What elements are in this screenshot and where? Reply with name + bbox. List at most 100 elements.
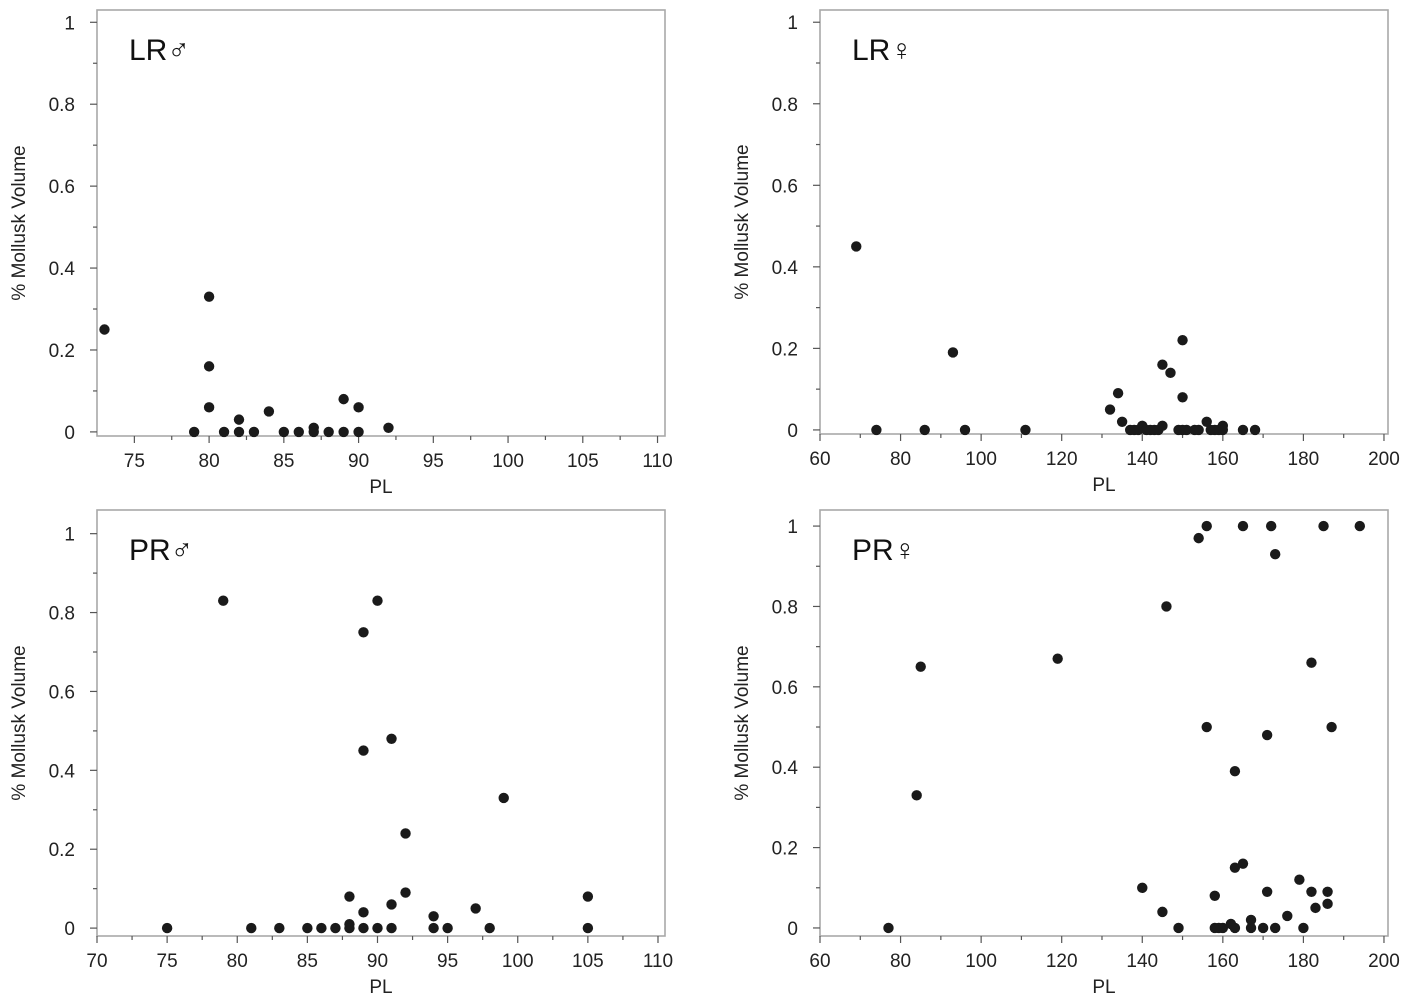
y-tick-label: 0.2	[772, 839, 798, 860]
data-point	[1322, 886, 1333, 897]
x-tick-label: 140	[1126, 951, 1158, 972]
data-point	[1265, 520, 1277, 532]
data-point	[1052, 653, 1063, 664]
data-point	[1112, 388, 1124, 399]
data-point	[400, 828, 411, 839]
data-point	[1116, 416, 1128, 427]
y-tick-label: 0.8	[772, 95, 798, 116]
data-point	[919, 424, 930, 436]
data-point	[1261, 886, 1273, 897]
x-tick-label: 80	[227, 951, 248, 972]
x-tick-label: 85	[273, 451, 294, 472]
data-point	[1237, 858, 1249, 869]
panel-pr-female: 60 80 100 120 140 160 180 200 0 0.2 0.4 0.6 0.8 1 PL % …	[732, 509, 1400, 998]
data-point	[915, 661, 926, 672]
data-point	[1137, 882, 1148, 893]
x-tick-label: 160	[1207, 449, 1239, 470]
x-tick-label: 95	[437, 951, 458, 972]
data-point	[871, 424, 882, 436]
x-tick-label: 110	[643, 951, 673, 972]
data-point	[1322, 898, 1333, 910]
x-tick-label: 100	[965, 951, 997, 972]
plot-frame	[96, 509, 666, 937]
x-tick-label: 80	[890, 449, 911, 470]
panel-label: LR♂	[129, 34, 190, 67]
data-point	[1270, 922, 1281, 934]
x-tick-label: 160	[1207, 951, 1239, 972]
data-point	[1193, 532, 1204, 544]
data-point	[1245, 914, 1257, 926]
data-point	[1310, 902, 1321, 914]
data-point	[498, 792, 509, 804]
data-point	[1173, 922, 1184, 934]
x-tick-label: 120	[1046, 951, 1078, 972]
data-point	[1193, 424, 1204, 436]
data-point	[323, 426, 334, 438]
data-point	[883, 922, 894, 934]
data-point	[188, 426, 200, 438]
y-axis-title: % Mollusk Volume	[9, 645, 30, 800]
data-point	[330, 922, 341, 934]
data-point	[358, 627, 369, 638]
data-point	[338, 393, 349, 405]
x-tick-label: 85	[297, 951, 318, 972]
data-point	[1257, 922, 1269, 934]
y-tick-label: 1	[787, 517, 798, 538]
x-axis-title: PL	[369, 977, 392, 998]
data-point	[1237, 520, 1249, 532]
y-tick-label: 1	[64, 525, 75, 546]
panel-pr-male: 70 75 80 85 90 95 100 105 110 0 0.2 0.4 0.6 0.8 1 PL % M…	[9, 509, 673, 998]
y-tick-label: 0.2	[49, 840, 75, 861]
x-tick-label: 70	[86, 951, 107, 972]
y-tick-label: 0.4	[772, 258, 799, 279]
data-point	[372, 595, 383, 606]
data-point	[386, 899, 397, 910]
data-point	[344, 922, 355, 934]
y-tick-label: 1	[787, 13, 798, 34]
data-point	[582, 891, 594, 902]
plot-frame	[819, 509, 1389, 937]
data-point	[1181, 424, 1192, 436]
x-tick-label: 140	[1126, 449, 1158, 470]
data-point	[1318, 520, 1329, 532]
data-point	[203, 291, 215, 302]
data-point	[338, 426, 349, 438]
data-point	[470, 903, 481, 914]
data-point	[316, 922, 327, 934]
x-tick-label: 180	[1288, 449, 1320, 470]
data-point	[293, 426, 304, 438]
data-point	[1229, 862, 1241, 873]
y-tick-label: 0.4	[49, 259, 76, 280]
data-point	[400, 887, 411, 898]
y-tick-label: 1	[64, 13, 75, 34]
data-point	[203, 402, 215, 413]
y-tick-label: 0.6	[772, 176, 798, 197]
data-point	[218, 426, 230, 438]
data-point	[428, 911, 439, 922]
x-axis-title: PL	[369, 477, 392, 498]
data-point	[1270, 549, 1281, 560]
x-tick-label: 105	[567, 451, 599, 472]
data-point	[911, 790, 922, 801]
x-tick-label: 75	[124, 451, 145, 472]
data-point	[248, 426, 260, 438]
data-point	[1217, 424, 1229, 436]
x-tick-label: 75	[157, 951, 178, 972]
data-point	[353, 402, 364, 413]
x-tick-label: 60	[809, 449, 830, 470]
data-point	[161, 922, 173, 934]
data-point	[1177, 335, 1188, 346]
x-tick-label: 110	[642, 451, 672, 472]
y-axis-title: % Mollusk Volume	[9, 145, 30, 300]
y-tick-label: 0.6	[772, 678, 798, 699]
data-point	[353, 426, 364, 438]
panel-lr-male: 75 80 85 90 95 100 105 110 0 0.2 0.4 0.6 0.8 1 PL % Mol…	[9, 9, 673, 498]
plot-frame	[819, 9, 1389, 435]
data-point	[1294, 874, 1305, 885]
data-point	[1306, 886, 1317, 897]
y-tick-label: 0.8	[772, 597, 798, 618]
data-point	[1020, 424, 1031, 436]
data-point	[1229, 766, 1241, 777]
y-tick-label: 0.2	[49, 341, 75, 362]
data-point	[947, 347, 959, 358]
